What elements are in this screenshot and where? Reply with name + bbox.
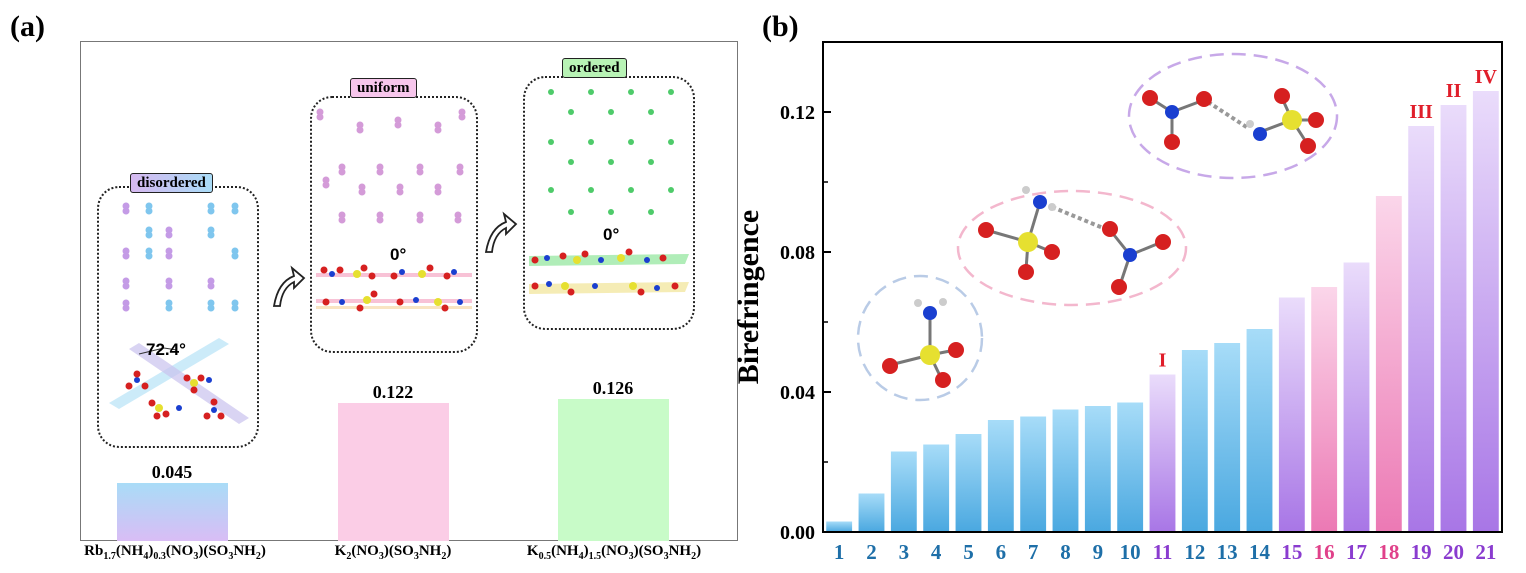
bar xyxy=(858,493,885,532)
roman-numeral-label: IV xyxy=(1475,66,1498,88)
birefringence-bar-chart: 1 2 3 4 5 6 7 8 9 10 11 12 13 14 15 16 17 18 19 20 210.000.0… xyxy=(732,41,1503,564)
bar xyxy=(1246,329,1273,532)
uniform-lattice-dots xyxy=(316,108,466,224)
x-tick-label: 5 xyxy=(963,540,974,564)
ordered-lattice-dots xyxy=(548,89,674,215)
x-tick-label: 1 xyxy=(834,540,845,564)
uniform-angle-label: 0° xyxy=(390,245,407,264)
bar xyxy=(1408,126,1435,532)
disordered-tag: disordered xyxy=(130,173,213,193)
plot-frame xyxy=(822,41,1503,533)
compound-formula-2: K2(NO3)(SO3NH2) xyxy=(334,543,452,562)
ordered-structure-figure xyxy=(529,89,689,296)
bar-value-label: 0.126 xyxy=(592,378,634,398)
bar xyxy=(987,420,1014,532)
x-tick-label: 11 xyxy=(1153,540,1173,564)
bar xyxy=(1181,350,1208,532)
y-axis-label: Birefringence xyxy=(732,210,765,384)
bar-value-label: 0.045 xyxy=(151,462,193,482)
y-tick-label: 0.12 xyxy=(780,102,815,124)
bar xyxy=(1311,287,1338,532)
disordered-angle-label: 72.4° xyxy=(146,340,186,359)
panel-a-label: (a) xyxy=(10,10,45,43)
sulfamate-molecule-inset xyxy=(856,274,984,402)
bar xyxy=(955,434,982,532)
disordered-structure-figure xyxy=(109,202,249,424)
birefringence-axes: 1 2 3 4 5 6 7 8 9 10 11 12 13 14 15 16 17 18 19 20 210.000.0… xyxy=(732,41,1503,564)
compound-formula-1: Rb1.7(NH4)0.3(NO3)(SO3NH2) xyxy=(84,543,266,562)
ordered-tag: ordered xyxy=(562,58,627,78)
bar xyxy=(1117,402,1144,532)
x-tick-label: 14 xyxy=(1249,540,1271,564)
ordered-structure-box xyxy=(523,76,695,330)
ordered-angle-label: 0° xyxy=(603,225,620,244)
uniform-structure-box xyxy=(310,96,478,353)
ammonium-nitrate-molecule-inset xyxy=(956,186,1188,307)
x-tick-label: 21 xyxy=(1475,540,1496,564)
disordered-lattice-dots xyxy=(122,202,239,312)
x-tick-label: 16 xyxy=(1314,540,1335,564)
roman-numeral-label: I xyxy=(1159,350,1167,372)
x-tick-label: 17 xyxy=(1346,540,1367,564)
disordered-molecules xyxy=(125,370,225,420)
panel-b-label: (b) xyxy=(762,10,799,43)
uniform-molecule-layers xyxy=(316,264,472,312)
bar xyxy=(1052,409,1079,532)
bar xyxy=(1440,105,1467,532)
x-tick-label: 6 xyxy=(996,540,1007,564)
bar xyxy=(1375,196,1402,532)
x-tick-label: 12 xyxy=(1184,540,1205,564)
y-tick-label: 0.08 xyxy=(780,242,815,264)
y-tick-label: 0.00 xyxy=(780,522,815,544)
x-tick-label: 9 xyxy=(1093,540,1104,564)
x-tick-label: 20 xyxy=(1443,540,1464,564)
nitrate-sulfamate-molecule-inset xyxy=(1127,52,1339,180)
x-tick-label: 15 xyxy=(1281,540,1302,564)
x-tick-label: 13 xyxy=(1217,540,1238,564)
x-tick-label: 10 xyxy=(1120,540,1141,564)
ordered-molecule-layers xyxy=(529,248,689,296)
x-tick-label: 3 xyxy=(899,540,910,564)
bar xyxy=(1343,262,1370,532)
bar xyxy=(1472,91,1499,532)
y-tick-label: 0.04 xyxy=(780,382,815,404)
x-tick-label: 2 xyxy=(866,540,877,564)
bar xyxy=(1278,297,1305,532)
x-tick-label: 8 xyxy=(1060,540,1071,564)
bar xyxy=(1149,374,1176,532)
bar xyxy=(826,521,853,532)
bar xyxy=(1214,343,1241,532)
x-tick-label: 4 xyxy=(931,540,942,564)
transition-arrow-2 xyxy=(484,211,518,253)
roman-numeral-label: III xyxy=(1409,101,1433,123)
compound-formula-3: K0.5(NH4)1.5(NO3)(SO3NH2) xyxy=(526,543,702,562)
bar xyxy=(338,403,449,541)
x-tick-label: 18 xyxy=(1378,540,1399,564)
x-tick-label: 7 xyxy=(1028,540,1039,564)
bar xyxy=(1084,406,1111,532)
uniform-structure-figure xyxy=(316,108,472,312)
disordered-molecule-planes xyxy=(109,338,249,424)
transition-arrow-1 xyxy=(272,265,306,307)
disordered-structure-box xyxy=(97,186,259,448)
bar xyxy=(558,399,669,541)
bar xyxy=(923,444,950,532)
bar xyxy=(890,451,917,532)
birefringence-bars xyxy=(826,91,1499,532)
bar-value-label: 0.122 xyxy=(372,382,414,402)
bar xyxy=(117,483,228,541)
bar xyxy=(1020,416,1047,532)
roman-numeral-label: II xyxy=(1446,80,1462,102)
x-tick-label: 19 xyxy=(1411,540,1432,564)
uniform-tag: uniform xyxy=(350,78,417,98)
